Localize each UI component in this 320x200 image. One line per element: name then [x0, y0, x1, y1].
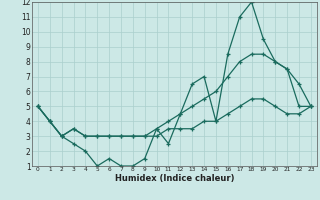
X-axis label: Humidex (Indice chaleur): Humidex (Indice chaleur): [115, 174, 234, 183]
